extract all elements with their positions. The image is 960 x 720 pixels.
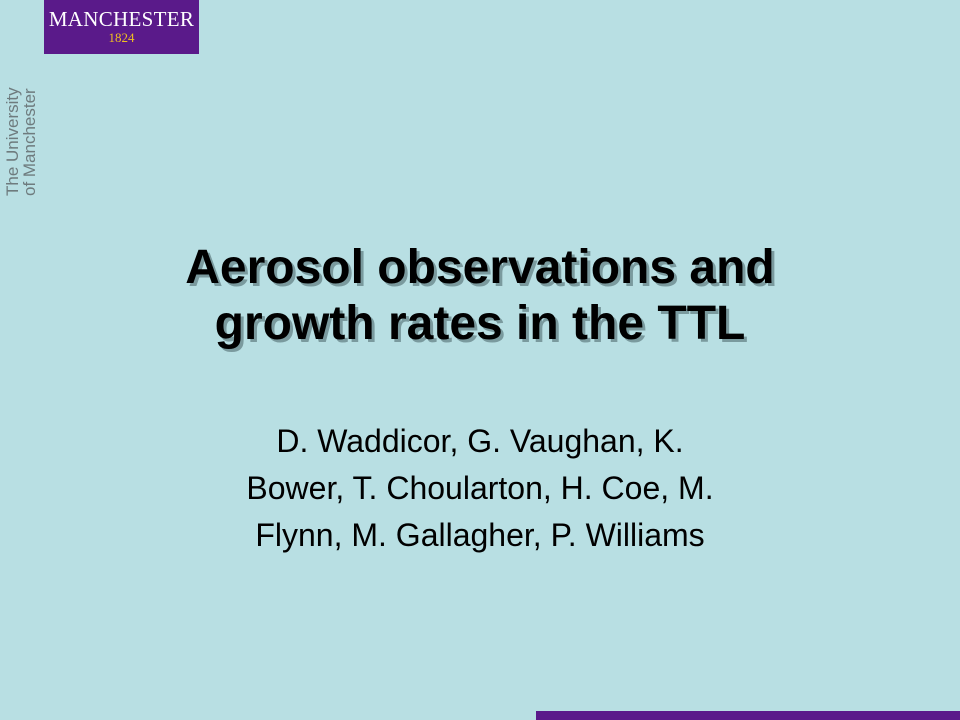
authors-line2: Bower, T. Choularton, H. Coe, M. xyxy=(246,470,714,506)
slide-title: Aerosol observations and growth rates in… xyxy=(60,240,900,352)
logo-year: 1824 xyxy=(108,30,135,45)
university-label-line1: The University xyxy=(3,87,22,196)
university-vertical-label: The University of Manchester xyxy=(3,36,44,196)
authors-line3: Flynn, M. Gallagher, P. Williams xyxy=(255,517,705,553)
authors-line1: D. Waddicor, G. Vaughan, K. xyxy=(276,423,684,459)
logo-wordmark: MANCHESTER xyxy=(48,7,195,31)
manchester-logo: MANCHESTER 1824 xyxy=(44,0,199,54)
slide-title-line1: Aerosol observations and xyxy=(185,241,775,294)
slide-authors: D. Waddicor, G. Vaughan, K. Bower, T. Ch… xyxy=(100,418,860,559)
university-label-line2: of Manchester xyxy=(20,88,39,196)
slide-title-line2: growth rates in the TTL xyxy=(214,297,746,350)
bottom-accent-bar xyxy=(536,711,960,720)
